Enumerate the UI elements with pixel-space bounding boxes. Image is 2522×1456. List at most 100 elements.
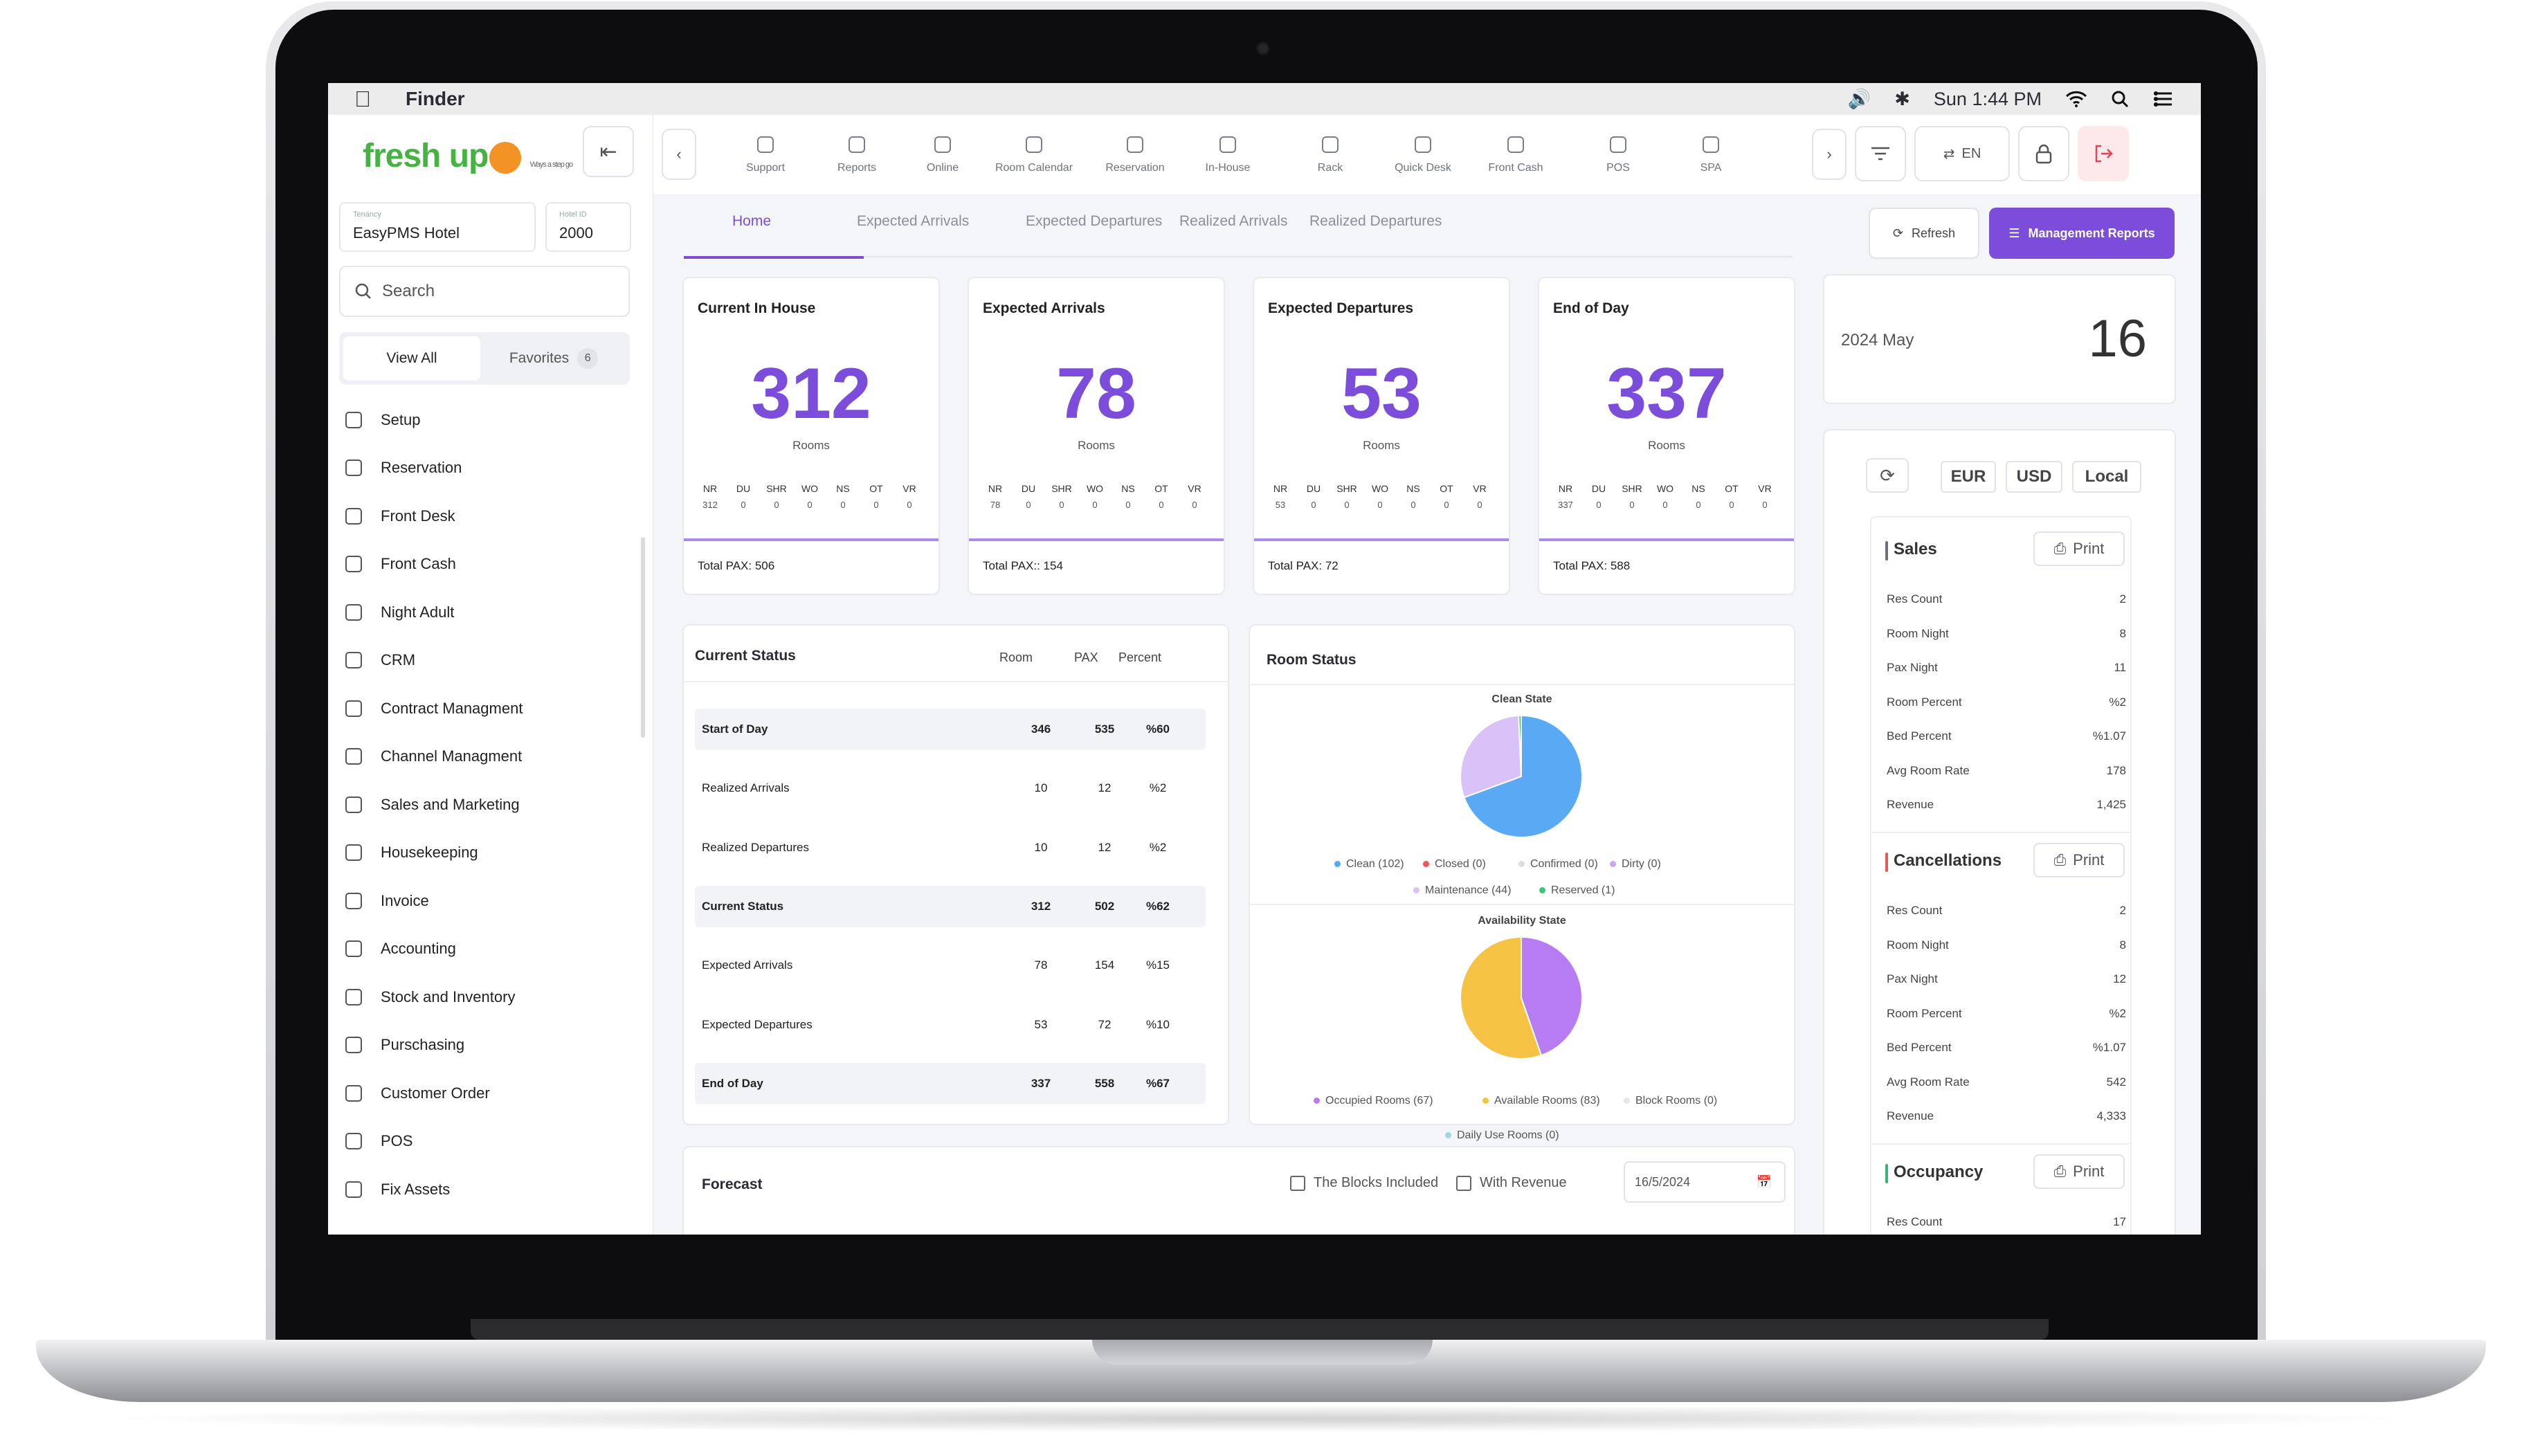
- toolbar-front-cash[interactable]: Front Cash: [1474, 123, 1557, 185]
- pie-slice-occupied[interactable]: [1521, 936, 1583, 1057]
- sidebar-item-contract-managment[interactable]: Contract Managment: [342, 684, 633, 733]
- lock-button[interactable]: [2018, 126, 2069, 181]
- volume-icon[interactable]: 🔊: [1847, 89, 1871, 109]
- currency-eur[interactable]: EUR: [1941, 461, 1996, 493]
- toolbar-pos[interactable]: POS: [1577, 123, 1660, 185]
- percent-icon: [345, 940, 362, 958]
- toolbar-rack[interactable]: Rack: [1289, 123, 1372, 185]
- tab-expected-arrivals[interactable]: Expected Arrivals: [857, 213, 970, 229]
- toolbar-quick-desk[interactable]: Quick Desk: [1381, 123, 1464, 185]
- sidebar-item-housekeeping[interactable]: Housekeeping: [342, 829, 633, 877]
- kpi-value: 53: [1341, 354, 1422, 434]
- sidebar-item-accounting[interactable]: Accounting: [342, 925, 633, 974]
- toolbar-in-house[interactable]: In-House: [1186, 123, 1269, 185]
- hotel-id-field[interactable]: Hotel ID 2000: [545, 202, 631, 252]
- sidebar-item-stock-and-inventory[interactable]: Stock and Inventory: [342, 973, 633, 1021]
- sidebar-item-front-desk[interactable]: Front Desk: [342, 492, 633, 540]
- kpi-stat: DU 0: [1582, 483, 1615, 510]
- legend-item[interactable]: Block Rooms (0): [1624, 1095, 1717, 1107]
- kpi-stat-value: 0: [907, 500, 912, 510]
- sidebar-item-front-cash[interactable]: Front Cash: [342, 540, 633, 589]
- kpi-stat-value: 0: [1125, 500, 1131, 510]
- tab-realized-arrivals[interactable]: Realized Arrivals: [1179, 213, 1288, 229]
- language-button[interactable]: ⇄ EN: [1914, 126, 2010, 181]
- pie-slice-clean[interactable]: [1463, 714, 1583, 838]
- bluetooth-icon[interactable]: ✱: [1894, 88, 1910, 109]
- logo-mark-icon: [489, 142, 522, 174]
- sidebar-item-pos[interactable]: POS: [342, 1118, 633, 1166]
- legend-item[interactable]: Maintenance (44): [1413, 884, 1512, 897]
- logout-button[interactable]: [2078, 126, 2129, 181]
- sidebar-item-fix-assets[interactable]: Fix Assets: [342, 1165, 633, 1214]
- tab-expected-departures[interactable]: Expected Departures: [1026, 213, 1163, 229]
- kpi-unit: Rooms: [792, 439, 830, 452]
- toolbar-online[interactable]: Online: [901, 123, 984, 185]
- search-input[interactable]: Search: [339, 266, 630, 317]
- sidebar-item-sales-and-marketing[interactable]: Sales and Marketing: [342, 781, 633, 829]
- management-reports-button[interactable]: ☰ Management Reports: [1989, 208, 2175, 259]
- sales-print-button[interactable]: ⎙ Print: [2033, 531, 2125, 566]
- pie-slice-available[interactable]: [1460, 936, 1543, 1059]
- toolbar-prev-button[interactable]: ‹: [662, 129, 696, 180]
- currency-local[interactable]: Local: [2072, 461, 2141, 493]
- kpi-accent-bar: [969, 538, 1224, 541]
- legend-item[interactable]: Available Rooms (83): [1482, 1095, 1600, 1107]
- currency-usd[interactable]: USD: [2006, 461, 2062, 493]
- sidebar-item-channel-managment[interactable]: Channel Managment: [342, 733, 633, 781]
- refresh-button[interactable]: ⟳ Refresh: [1869, 208, 1979, 259]
- sidebar-item-reservation[interactable]: Reservation: [342, 444, 633, 493]
- filter-button[interactable]: [1855, 126, 1906, 181]
- section-accent: [1885, 541, 1888, 561]
- sidebar-item-crm[interactable]: CRM: [342, 637, 633, 685]
- legend-item[interactable]: Daily Use Rooms (0): [1445, 1129, 1559, 1142]
- spotlight-icon[interactable]: [2111, 90, 2129, 108]
- legend-item[interactable]: Confirmed (0): [1518, 858, 1598, 871]
- finder-menu[interactable]: Finder: [389, 88, 465, 109]
- sidebar-item-night-adult[interactable]: Night Adult: [342, 588, 633, 637]
- forecast-date-input[interactable]: 16/5/2024 📅: [1624, 1161, 1786, 1203]
- toolbar-reports[interactable]: Reports: [815, 123, 898, 185]
- summary-value: 8: [2119, 938, 2126, 952]
- tab-realized-departures[interactable]: Realized Departures: [1309, 213, 1442, 229]
- cancellations-print-button[interactable]: ⎙ Print: [2033, 843, 2125, 877]
- control-center-icon[interactable]: [2152, 91, 2173, 107]
- tenancy-field[interactable]: Tenancy EasyPMS Hotel: [339, 202, 536, 252]
- sidebar-item-purschasing[interactable]: Purschasing: [342, 1021, 633, 1070]
- pie-slice-reserved[interactable]: [1518, 714, 1522, 777]
- tab-favorites[interactable]: Favorites 6: [484, 336, 623, 381]
- printer-icon: ⎙: [2053, 540, 2067, 557]
- sidebar-item-invoice[interactable]: Invoice: [342, 877, 633, 925]
- revenue-checkbox[interactable]: With Revenue: [1456, 1175, 1567, 1191]
- toolbar-spa[interactable]: SPA: [1669, 123, 1752, 185]
- currency-refresh-button[interactable]: ⟳: [1866, 458, 1909, 493]
- blocks-checkbox[interactable]: The Blocks Included: [1290, 1175, 1438, 1191]
- section-accent: [1885, 1164, 1888, 1183]
- wifi-icon[interactable]: [2065, 91, 2087, 107]
- toolbar-reservation[interactable]: Reservation: [1094, 123, 1177, 185]
- apple-icon[interactable]: : [354, 87, 371, 112]
- occupancy-print-button[interactable]: ⎙ Print: [2033, 1154, 2125, 1189]
- sidebar-item-customer-order[interactable]: Customer Order: [342, 1069, 633, 1118]
- toolbar-room-calendar[interactable]: Room Calendar: [992, 123, 1076, 185]
- legend-item[interactable]: Clean (102): [1334, 858, 1404, 871]
- pie-slice-maintenance[interactable]: [1460, 715, 1523, 799]
- sidebar-item-setup[interactable]: Setup: [342, 396, 633, 444]
- toolbar-next-button[interactable]: ›: [1812, 129, 1847, 180]
- kpi-accent-bar: [1539, 538, 1794, 541]
- legend-item[interactable]: Dirty (0): [1610, 858, 1661, 871]
- date-day: 16: [2088, 309, 2147, 368]
- collapse-sidebar-button[interactable]: ⇤: [583, 126, 634, 177]
- summary-value: 12: [2113, 972, 2126, 985]
- kpi-stat-value: 0: [1629, 500, 1635, 510]
- sidebar-scrollbar[interactable]: [641, 537, 645, 738]
- clock[interactable]: Sun 1:44 PM: [1933, 88, 2042, 109]
- toolbar-item-label: Room Calendar: [995, 162, 1073, 174]
- tab-home[interactable]: Home: [732, 213, 772, 229]
- legend-item[interactable]: Occupied Rooms (67): [1314, 1095, 1433, 1107]
- legend-item[interactable]: Reserved (1): [1539, 884, 1615, 897]
- legend-item[interactable]: Closed (0): [1423, 858, 1486, 871]
- tab-view-all[interactable]: View All: [343, 336, 480, 381]
- toolbar-support[interactable]: Support: [724, 123, 807, 185]
- kpi-stat-label: NS: [1691, 483, 1705, 494]
- sales-title-text: Sales: [1894, 540, 1937, 558]
